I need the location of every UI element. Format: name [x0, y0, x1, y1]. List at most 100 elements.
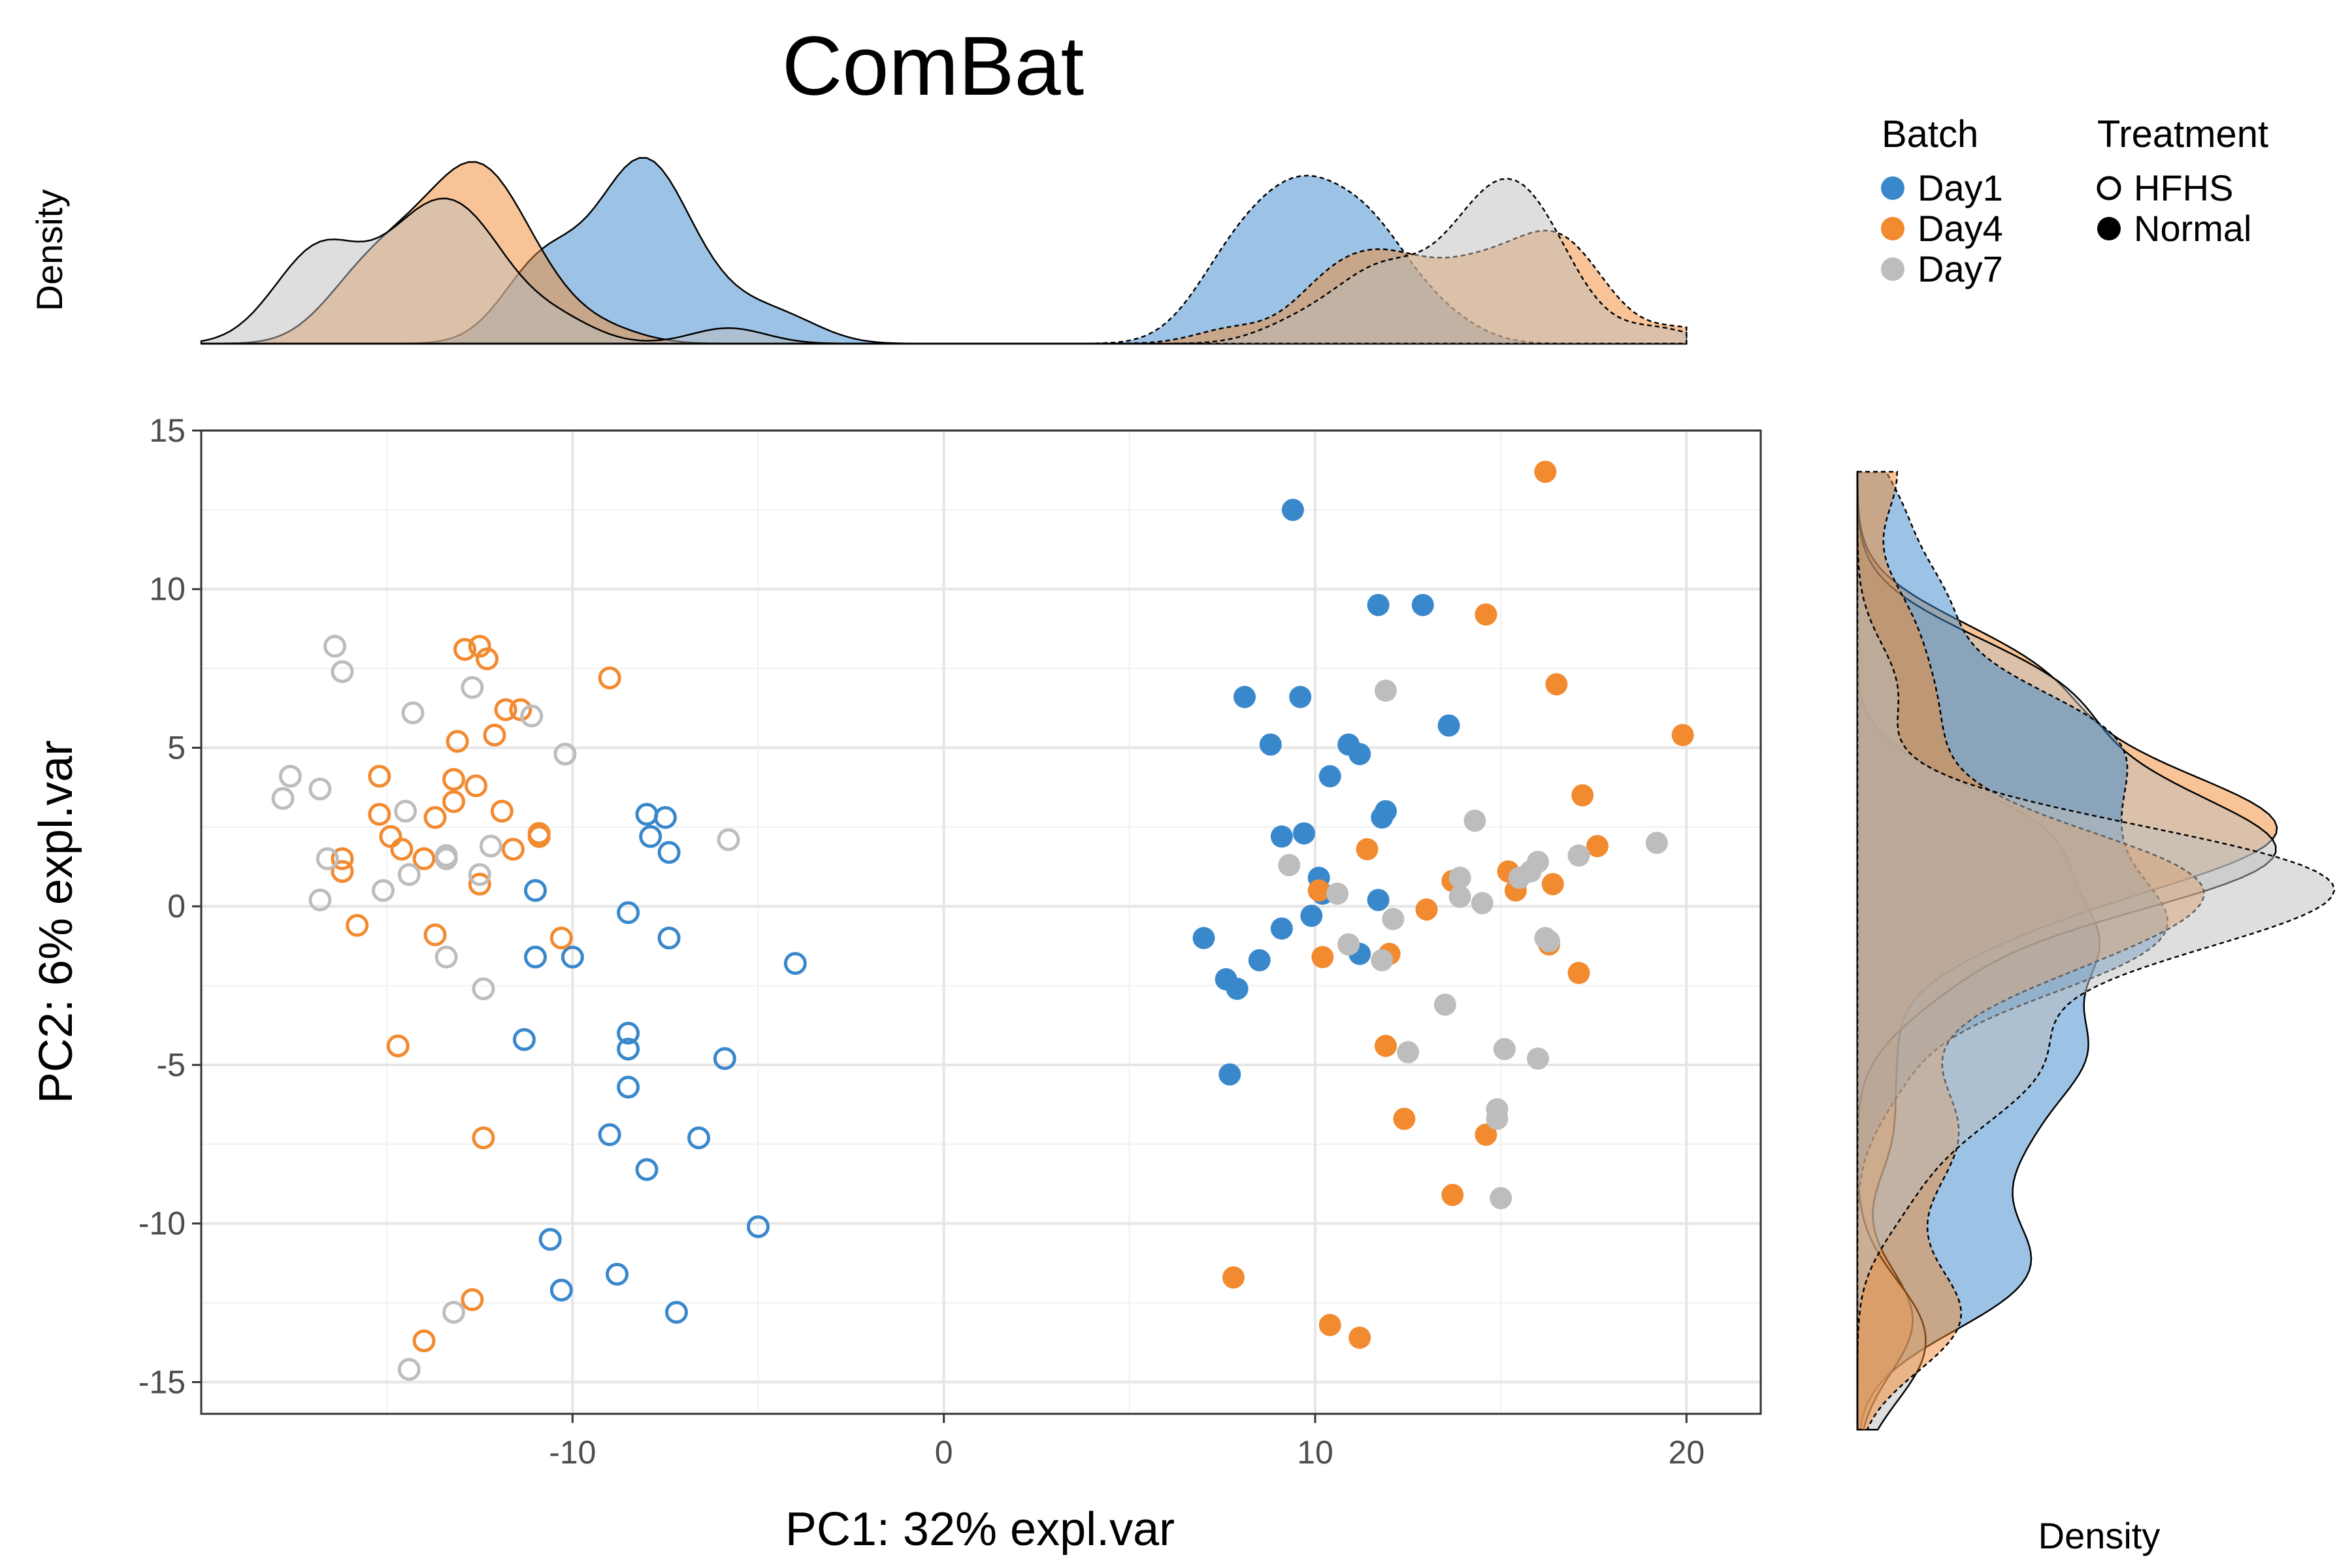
data-point-day4-normal	[1586, 834, 1609, 857]
data-point-day7-normal	[1645, 832, 1668, 855]
data-point-day1-hfhs	[664, 1301, 688, 1324]
data-point-day1-normal	[1411, 594, 1434, 617]
data-point-day4-hfhs	[472, 1126, 495, 1150]
x-tick-label: 0	[935, 1434, 953, 1471]
plot-border	[200, 429, 1762, 1415]
data-point-day4-hfhs	[386, 1034, 410, 1058]
data-point-day4-hfhs	[390, 838, 414, 861]
data-point-day7-normal	[1567, 844, 1590, 867]
legend-normal-label: Normal	[2134, 208, 2251, 249]
data-point-day4-hfhs	[468, 634, 491, 658]
data-point-day1-hfhs	[606, 1262, 629, 1286]
data-point-day4-normal	[1534, 461, 1557, 483]
data-point-day4-hfhs	[490, 800, 514, 823]
y-axis-title: PC2: 6% expl.var	[30, 740, 82, 1103]
y-tick-label: 10	[149, 571, 186, 608]
data-point-day1-hfhs	[657, 926, 681, 950]
data-point-day4-hfhs	[468, 872, 491, 896]
data-point-day4-normal	[1475, 603, 1497, 626]
y-tick-label: -10	[139, 1205, 186, 1242]
data-point-day7-hfhs	[553, 742, 577, 766]
data-point-day7-hfhs	[397, 863, 421, 887]
data-point-day1-hfhs	[549, 1279, 573, 1302]
data-point-day4-hfhs	[346, 913, 369, 937]
data-point-day4-hfhs	[368, 764, 391, 788]
data-point-day1-hfhs	[617, 1075, 640, 1099]
y-tick-label: 5	[167, 729, 186, 766]
data-point-day4-hfhs	[412, 1329, 436, 1352]
data-point-day7-hfhs	[397, 1358, 421, 1381]
x-axis-title: PC1: 32% expl.var	[785, 1503, 1175, 1556]
data-point-day1-normal	[1281, 498, 1304, 521]
data-point-day7-hfhs	[717, 828, 740, 851]
x-tick-label: 10	[1297, 1434, 1333, 1471]
data-point-day7-normal	[1490, 1186, 1512, 1209]
x-axis-ticks: -10 0 10 20	[549, 1414, 1705, 1471]
data-point-day1-normal	[1292, 822, 1315, 845]
data-point-day4-hfhs	[494, 698, 517, 721]
data-point-day7-hfhs	[278, 764, 302, 788]
data-point-day7-hfhs	[401, 701, 425, 725]
data-point-day4-normal	[1415, 898, 1438, 921]
data-point-day7-normal	[1538, 930, 1561, 953]
data-point-day1-hfhs	[657, 841, 681, 864]
data-point-day4-normal	[1571, 784, 1594, 807]
data-point-day7-hfhs	[308, 889, 332, 912]
data-point-day7-hfhs	[468, 863, 491, 887]
data-point-day4-hfhs	[483, 723, 506, 747]
data-point-day1-hfhs	[598, 1123, 621, 1147]
data-point-day4-normal	[1567, 962, 1590, 985]
data-point-day7-normal	[1326, 882, 1349, 905]
data-point-day1-normal	[1270, 825, 1293, 848]
data-point-day7-normal	[1397, 1041, 1420, 1064]
data-point-day7-normal	[1471, 892, 1494, 915]
y-axis-ticks: 15 10 5 0 -5 -10 -15	[139, 412, 201, 1400]
data-point-day7-normal	[1448, 866, 1471, 889]
data-point-day1-normal	[1218, 1063, 1241, 1086]
data-point-day4-hfhs	[527, 825, 551, 848]
data-point-day1-normal	[1367, 889, 1390, 911]
data-point-day4-normal	[1545, 673, 1568, 696]
right-density-panel: Density	[1856, 470, 2336, 1556]
data-point-day4-hfhs	[368, 802, 391, 826]
data-point-day1-hfhs	[639, 825, 662, 848]
right-density-5	[1856, 472, 2336, 1430]
legend-hfhs-label: HFHS	[2134, 167, 2233, 208]
data-point-day4-hfhs	[331, 847, 354, 870]
x-tick-label: -10	[549, 1434, 596, 1471]
data-point-day1-hfhs	[713, 1047, 736, 1070]
data-point-day1-hfhs	[747, 1215, 770, 1239]
data-point-day1-hfhs	[524, 945, 547, 969]
data-point-day4-hfhs	[453, 638, 477, 661]
top-density-panel: Density	[29, 157, 1688, 345]
data-point-day7-hfhs	[394, 800, 417, 823]
data-point-day1-normal	[1270, 917, 1293, 940]
data-point-day1-normal	[1259, 733, 1282, 756]
legend-treatment-title: Treatment	[2097, 113, 2268, 155]
y-tick-label: -5	[157, 1047, 186, 1083]
data-point-day1-hfhs	[617, 1021, 640, 1045]
data-point-day1-hfhs	[617, 901, 640, 924]
data-points	[271, 461, 1694, 1381]
data-point-day1-normal	[1248, 949, 1271, 972]
data-point-day7-hfhs	[472, 977, 495, 1000]
data-point-day7-hfhs	[520, 704, 544, 728]
legend-hfhs-swatch	[2097, 176, 2121, 201]
plot-area	[201, 431, 1761, 1414]
data-point-day1-hfhs	[687, 1126, 711, 1150]
minor-grid	[201, 431, 1761, 1414]
data-point-day4-hfhs	[331, 860, 354, 883]
top-density-areas	[200, 157, 1688, 345]
data-point-day4-normal	[1348, 1326, 1371, 1349]
data-point-day7-hfhs	[323, 634, 347, 658]
data-point-day7-normal	[1371, 949, 1394, 972]
data-point-day4-normal	[1541, 873, 1564, 896]
data-point-day7-normal	[1374, 679, 1397, 702]
data-point-day4-normal	[1356, 838, 1379, 860]
data-point-day4-normal	[1441, 1184, 1464, 1207]
data-point-day1-normal	[1367, 594, 1390, 617]
data-point-day7-hfhs	[331, 660, 354, 683]
data-point-day4-normal	[1307, 879, 1330, 902]
legend-day1-label: Day1	[1918, 167, 2003, 208]
